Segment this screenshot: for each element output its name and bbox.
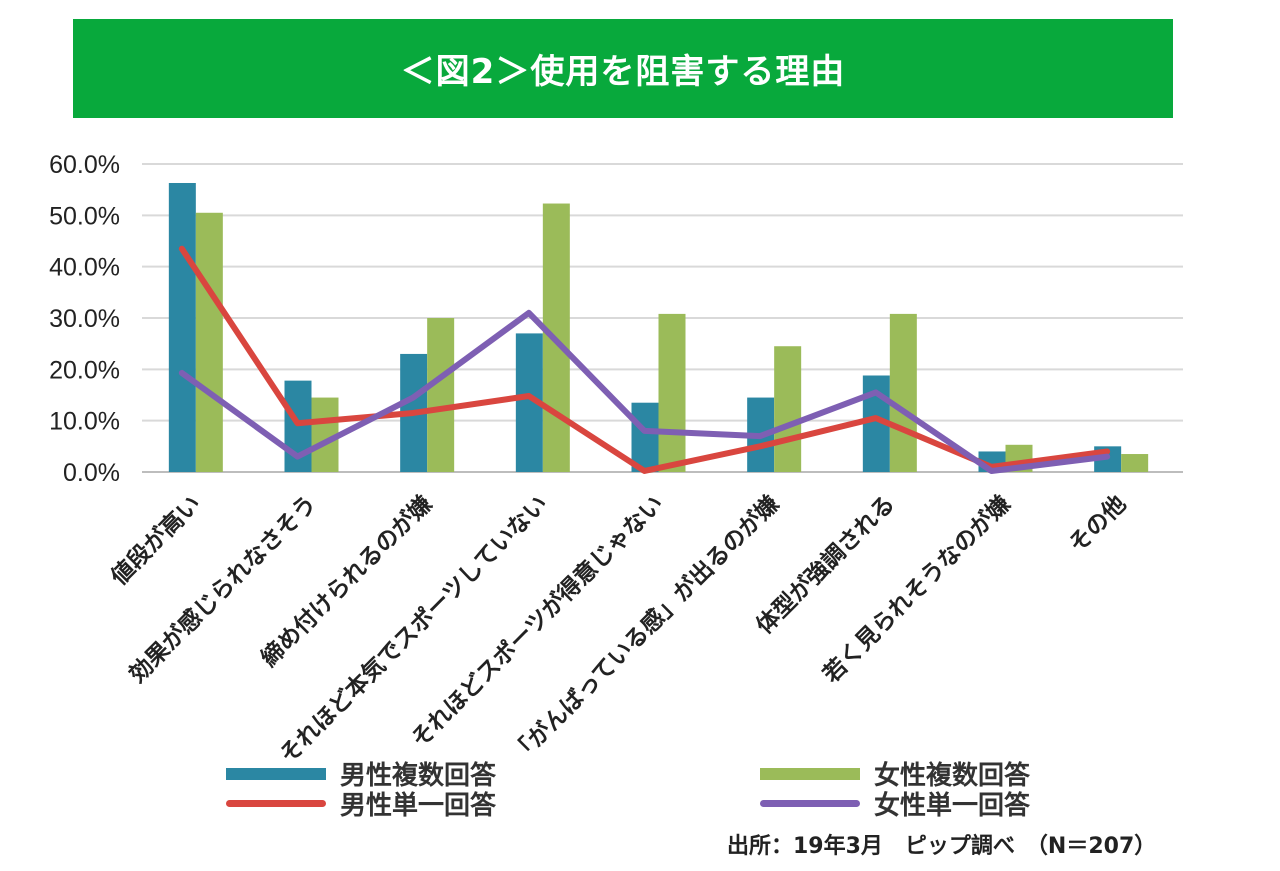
bar-female-multi [658,313,686,472]
y-tick-label: 50.0% [49,202,120,230]
bar-male-multi [631,402,659,472]
x-tick-label: 若く見られそうなのが嫌 [818,490,1016,688]
legend-swatch-female-multi [760,767,860,780]
y-tick-label: 40.0% [49,254,120,282]
bar-female-multi [195,212,223,472]
legend-label-female-single: 女性単一回答 [874,791,1031,821]
x-tick-label: 値段が高い [105,490,206,591]
legend-item-female-single: 女性単一回答 [760,785,1030,822]
title-banner: ＜図2＞使用を阻害する理由 [73,19,1173,118]
legend-swatch-male-multi [226,767,326,780]
x-tick-label: それほどスポーツが得意じゃない [406,490,669,753]
bar-female-multi [889,313,917,472]
line-male-single [178,245,1111,474]
x-tick-label: その他 [1064,491,1131,558]
y-tick-label: 20.0% [49,356,120,384]
x-tick-label: 効果が感じられなさそう [124,490,322,688]
y-tick-label: 10.0% [49,408,120,436]
legend-item-male-multi: 男性複数回答 [226,755,496,792]
legend-label-male-single: 男性単一回答 [340,791,497,821]
chart-area: 0.0% 10.0% 20.0% 30.0% 40.0% 50.0% 60.0% 値段が高い効… [49,151,1183,769]
legend-label-female-multi: 女性複数回答 [874,761,1031,791]
legend-line-female-single [760,800,860,807]
legend-label-male-multi: 男性複数回答 [340,761,497,791]
bar-male-multi [168,182,196,472]
line-female-single [178,309,1111,474]
y-tick-label: 30.0% [49,305,120,333]
bar-female-multi [427,318,455,472]
y-tick-label: 60.0% [49,151,120,179]
legend-item-female-multi: 女性複数回答 [760,755,1030,792]
legend-item-male-single: 男性単一回答 [226,785,496,822]
source-note: 出所：19年3月 ピップ調べ （N＝207） [727,834,1157,859]
y-tick-label: 0.0% [63,459,120,487]
chart-title: ＜図2＞使用を阻害する理由 [400,52,846,92]
legend-line-male-single [226,800,326,807]
bar-female-multi [774,346,802,472]
bar-female-multi [1121,454,1149,472]
